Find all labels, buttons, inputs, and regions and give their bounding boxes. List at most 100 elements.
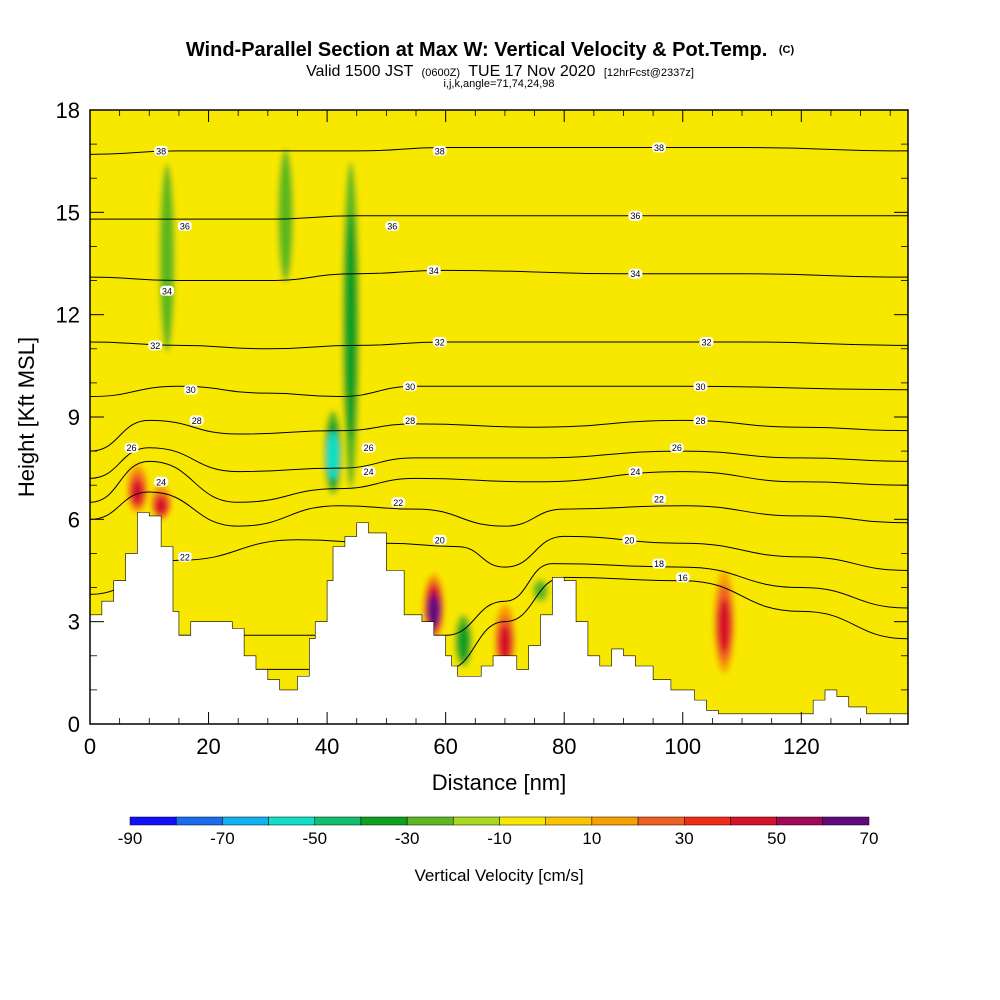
contour-label-text: 16 [678, 573, 688, 583]
colorbar-segment [637, 816, 685, 826]
w-feature [453, 604, 474, 673]
contour-label-text: 22 [180, 552, 190, 562]
w-feature [157, 110, 178, 400]
y-axis-label: Height [Kft MSL] [14, 337, 39, 497]
contour-label-text: 32 [435, 337, 445, 347]
terrain-fill [90, 512, 908, 724]
contour-label-text: 22 [654, 494, 664, 504]
contour-label-text: 28 [696, 416, 706, 426]
contour-label: 30 [183, 384, 198, 395]
colorbar-segment [684, 816, 731, 826]
contour-label-text: 24 [630, 467, 640, 477]
contour-label-bg [361, 442, 376, 453]
w-level-patch [427, 596, 440, 626]
contour-label-text: 36 [387, 221, 397, 231]
colorbar-segment [360, 816, 408, 826]
colorbar-segment [175, 816, 223, 826]
contour-label: 30 [693, 381, 708, 392]
contour-label-text: 26 [364, 443, 374, 453]
x-tick-label: 120 [783, 734, 820, 759]
colorbar-tick-label: -30 [395, 829, 420, 848]
subtitle-fcst: [12hrFcst@2337z] [604, 67, 694, 79]
contour-label-text: 20 [435, 535, 445, 545]
contour-label: 36 [385, 220, 400, 231]
contour-label-bg [432, 336, 447, 347]
contour-label: 18 [652, 558, 667, 569]
w-feature [714, 570, 735, 673]
x-axis-label: Distance [nm] [432, 770, 567, 795]
contour-label: 20 [432, 534, 447, 545]
w-level-patch [498, 624, 512, 661]
colorbar-segment [406, 816, 454, 826]
w-feature [423, 573, 444, 639]
subtitle-valid: Valid 1500 JST [306, 63, 414, 80]
contour-label-bg [693, 381, 708, 392]
x-tick-label: 100 [664, 734, 701, 759]
contour-label: 28 [693, 415, 708, 426]
w-feature [340, 110, 361, 537]
contour-label-bg [622, 534, 637, 545]
w-level-patch [717, 598, 731, 653]
contour-label-text: 18 [654, 559, 664, 569]
contour-label: 32 [699, 336, 714, 347]
contour-label-bg [628, 210, 643, 221]
colorbar-segment [776, 816, 824, 826]
contour-label: 38 [154, 145, 169, 156]
w-feature [323, 399, 344, 503]
contour-labels: 16 18 20 20 22 22 22 24 24 24 26 26 26 28 28 28 30 30 30 32… [124, 142, 714, 583]
colorbar: -90 -70 -50 -30 -10 10 30 50 70 [118, 816, 879, 848]
contour-label: 34 [426, 265, 441, 276]
colorbar-segment [730, 816, 777, 826]
colorbar-segment [268, 816, 315, 826]
contour-label-bg [154, 145, 169, 156]
contour-label: 22 [391, 497, 406, 508]
contour-label-bg [177, 220, 192, 231]
contour-label-bg [652, 142, 667, 153]
contour-label-bg [403, 415, 418, 426]
chart-title-suffix: (C) [779, 44, 795, 56]
contour-label-text: 26 [126, 443, 136, 453]
contour-label-bg [183, 384, 198, 395]
colorbar-tick-label: 70 [860, 829, 879, 848]
contour-label: 26 [361, 442, 376, 453]
contour-label-text: 30 [696, 382, 706, 392]
chart-subtitle: Valid 1500 JST (0600Z) TUE 17 Nov 2020 [… [306, 63, 694, 80]
contour-label: 16 [675, 572, 690, 583]
colorbar-title: Vertical Velocity [cm/s] [414, 866, 583, 885]
colorbar-tick-label: -90 [118, 829, 143, 848]
contour-label-bg [385, 220, 400, 231]
x-tick-label: 60 [433, 734, 457, 759]
contour-label-bg [426, 265, 441, 276]
contour-label-text: 24 [364, 467, 374, 477]
contour-label-bg [177, 551, 192, 562]
y-tick-label: 6 [68, 507, 80, 532]
contour-label-bg [160, 285, 175, 296]
contour-label-bg [669, 442, 684, 453]
colorbar-segment [822, 816, 870, 826]
w-feature [151, 485, 172, 520]
contour-label: 24 [361, 466, 376, 477]
w-feature [275, 110, 296, 315]
w-feature [127, 464, 148, 513]
w-level-patch [130, 479, 145, 506]
chart-subtitle-indices: i,j,k,angle=71,74,24,98 [443, 78, 554, 90]
contour-label-text: 32 [150, 341, 160, 351]
contour-label: 28 [189, 415, 204, 426]
colorbar-segment [545, 816, 593, 826]
subtitle-utc: (0600Z) [422, 67, 461, 79]
contour-label-bg [693, 415, 708, 426]
contour-label: 24 [628, 466, 643, 477]
w-level-patch [154, 497, 168, 516]
subtitle-date: TUE 17 Nov 2020 [468, 63, 595, 80]
contour-label-text: 38 [654, 143, 664, 153]
colorbar-segment [453, 816, 500, 826]
theta-contour-line [90, 535, 908, 595]
contour-label-text: 34 [630, 269, 640, 279]
contour-label-bg [154, 476, 169, 487]
contour-label: 30 [403, 381, 418, 392]
y-tick-label: 9 [68, 405, 80, 430]
contour-label: 34 [160, 285, 175, 296]
w-level-patch [344, 213, 358, 441]
contour-label-text: 28 [192, 416, 202, 426]
